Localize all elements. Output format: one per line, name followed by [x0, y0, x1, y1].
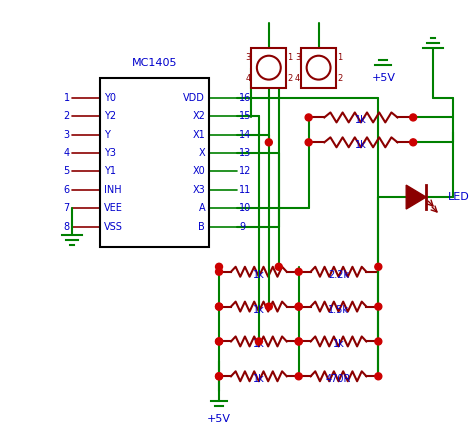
Text: VDD: VDD	[183, 92, 205, 102]
Circle shape	[305, 139, 312, 146]
Circle shape	[410, 139, 417, 146]
Text: 3: 3	[245, 53, 250, 62]
Text: 1k: 1k	[253, 270, 265, 280]
Text: MC1405: MC1405	[132, 57, 177, 68]
Text: 1.5k: 1.5k	[328, 305, 349, 314]
Text: 11: 11	[239, 185, 251, 195]
Text: X3: X3	[192, 185, 205, 195]
Text: 13: 13	[239, 148, 251, 158]
Circle shape	[216, 303, 222, 310]
Text: A: A	[199, 203, 205, 213]
Circle shape	[295, 338, 302, 345]
Circle shape	[375, 338, 382, 345]
Text: Y2: Y2	[103, 111, 116, 121]
Text: X: X	[199, 148, 205, 158]
Text: 14: 14	[239, 130, 251, 140]
Circle shape	[375, 303, 382, 310]
Text: VEE: VEE	[103, 203, 122, 213]
Text: 12: 12	[239, 166, 251, 177]
Text: B: B	[198, 222, 205, 232]
Text: 3: 3	[64, 130, 70, 140]
Circle shape	[275, 263, 282, 270]
Text: 15: 15	[239, 111, 251, 121]
Text: X0: X0	[192, 166, 205, 177]
Text: Y1: Y1	[103, 166, 116, 177]
Circle shape	[375, 263, 382, 270]
Text: 5: 5	[64, 166, 70, 177]
Text: +5V: +5V	[207, 414, 231, 424]
Circle shape	[295, 268, 302, 275]
Text: 16: 16	[239, 92, 251, 102]
Text: 1k: 1k	[253, 305, 265, 314]
Text: 7: 7	[64, 203, 70, 213]
Text: 1k: 1k	[253, 374, 265, 384]
Text: 1k: 1k	[355, 115, 367, 125]
Text: 1: 1	[64, 92, 70, 102]
Text: X2: X2	[192, 111, 205, 121]
Text: 1k: 1k	[333, 340, 345, 349]
Circle shape	[216, 338, 222, 345]
Circle shape	[216, 338, 222, 345]
Text: 4: 4	[64, 148, 70, 158]
Text: 1k: 1k	[355, 140, 367, 150]
Text: VSS: VSS	[103, 222, 122, 232]
Text: 2: 2	[64, 111, 70, 121]
Text: 9: 9	[239, 222, 245, 232]
Text: 4: 4	[295, 73, 300, 83]
Text: +5V: +5V	[371, 73, 395, 83]
Text: INH: INH	[103, 185, 121, 195]
Circle shape	[216, 373, 222, 380]
Text: 2.2k: 2.2k	[328, 270, 349, 280]
Circle shape	[295, 373, 302, 380]
Text: 2: 2	[337, 73, 342, 83]
Circle shape	[216, 303, 222, 310]
Text: Y3: Y3	[103, 148, 116, 158]
Text: 10: 10	[239, 203, 251, 213]
Circle shape	[216, 263, 222, 270]
Text: LED: LED	[448, 192, 470, 202]
Circle shape	[410, 114, 417, 121]
Circle shape	[295, 303, 302, 310]
Text: 470R: 470R	[326, 374, 351, 384]
Circle shape	[295, 338, 302, 345]
Text: 3: 3	[295, 53, 300, 62]
Circle shape	[305, 114, 312, 121]
Circle shape	[255, 338, 262, 345]
Text: Y0: Y0	[103, 92, 116, 102]
Text: 8: 8	[64, 222, 70, 232]
Circle shape	[265, 139, 272, 146]
Circle shape	[265, 303, 272, 310]
Text: 1: 1	[337, 53, 342, 62]
Circle shape	[375, 373, 382, 380]
Bar	[301, 48, 336, 88]
Text: 4: 4	[245, 73, 250, 83]
Text: 1: 1	[287, 53, 292, 62]
Circle shape	[216, 373, 222, 380]
Polygon shape	[406, 185, 426, 209]
Text: Y: Y	[103, 130, 109, 140]
Circle shape	[216, 268, 222, 275]
Text: 1k: 1k	[253, 340, 265, 349]
Text: 2: 2	[287, 73, 292, 83]
Text: X1: X1	[192, 130, 205, 140]
Text: 6: 6	[64, 185, 70, 195]
Bar	[251, 48, 286, 88]
Bar	[100, 78, 209, 247]
Circle shape	[295, 303, 302, 310]
